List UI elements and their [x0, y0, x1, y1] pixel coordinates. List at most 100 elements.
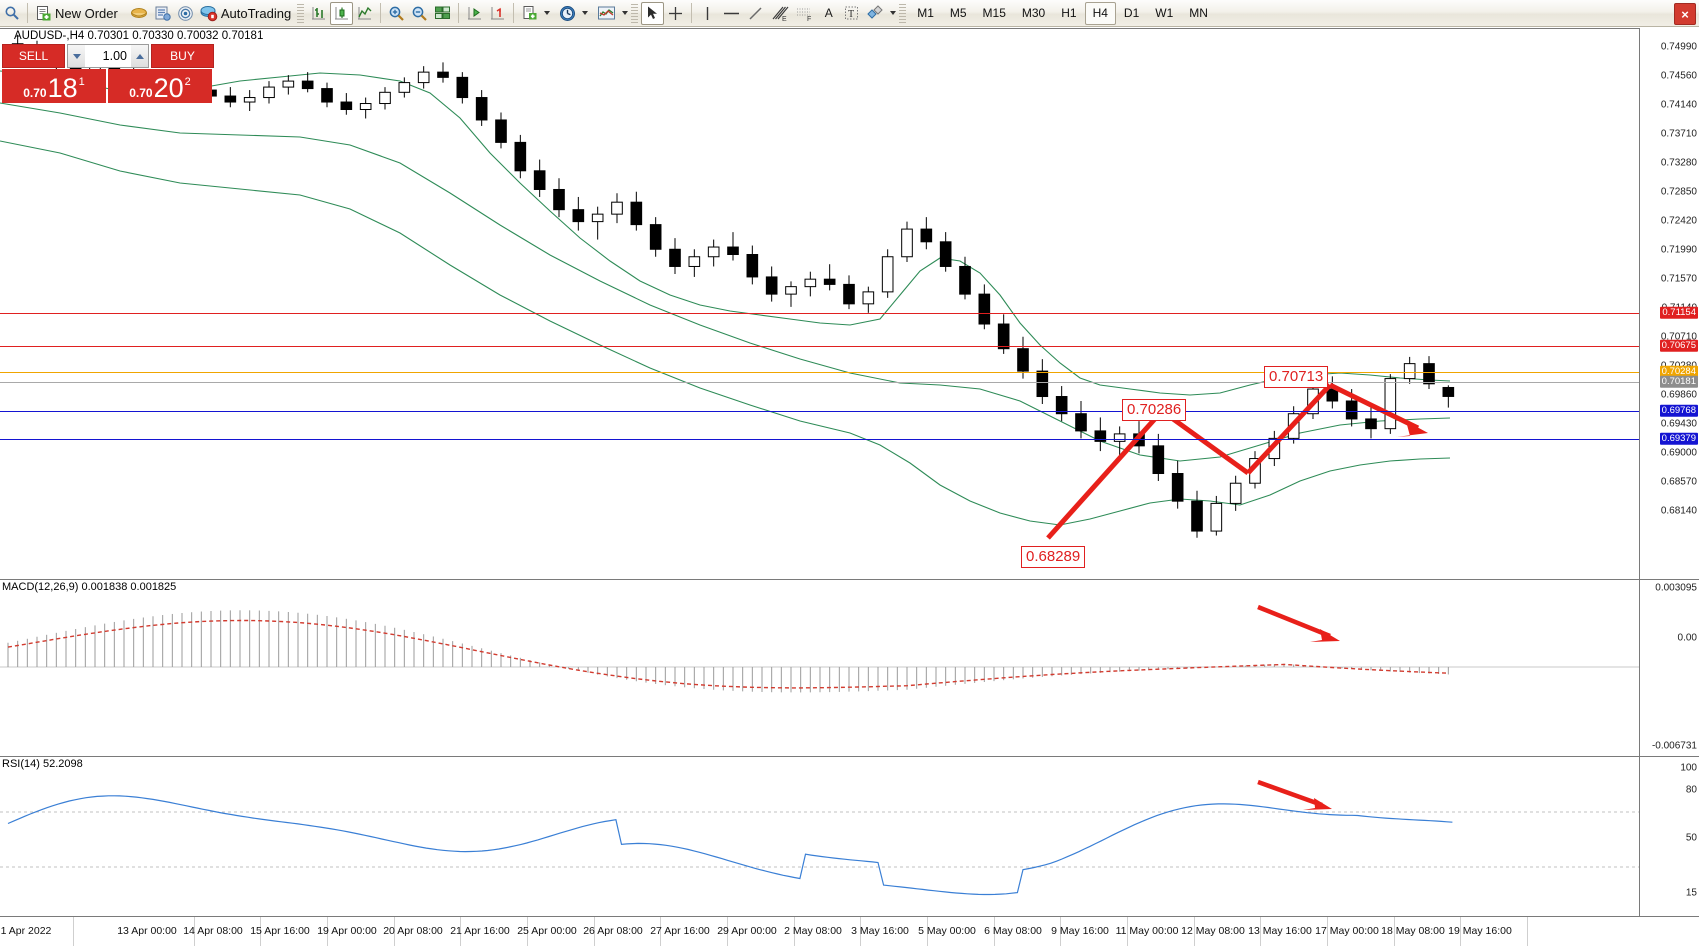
- timeframe-m5[interactable]: M5: [949, 6, 967, 20]
- price-pane: [0, 34, 1455, 540]
- autotrading-button[interactable]: AutoTrading: [197, 2, 294, 25]
- x-tick: 2 May 08:00: [784, 925, 842, 937]
- candle-body: [765, 276, 778, 295]
- timeframe-mn[interactable]: MN: [1189, 6, 1208, 20]
- one-click-trading-panel[interactable]: SELL 1.00 BUY 0.70 18 1 0.70 20 2: [2, 44, 214, 103]
- timeframe-h1[interactable]: H1: [1061, 6, 1077, 20]
- timeframe-h4[interactable]: H4: [1084, 1, 1116, 25]
- buy-price-sup: 2: [184, 76, 191, 88]
- auto-scroll-icon[interactable]: [486, 2, 509, 25]
- rsi-trend-arrow: [1257, 779, 1332, 810]
- sell-price-box[interactable]: 0.70 18 1: [2, 69, 106, 103]
- timeframe-m30[interactable]: M30: [1021, 6, 1046, 20]
- navigator-icon[interactable]: [174, 2, 197, 25]
- chart-shift-icon[interactable]: [463, 2, 486, 25]
- price-annotation-mid[interactable]: 0.70286: [1122, 399, 1187, 422]
- toolbar-grip-3[interactable]: [899, 3, 907, 23]
- text-icon[interactable]: A: [824, 6, 833, 20]
- candle-body: [1365, 418, 1377, 430]
- svg-text:E: E: [782, 16, 787, 22]
- vertical-line-icon[interactable]: [696, 2, 719, 25]
- new-order-label: New Order: [55, 5, 118, 21]
- line-chart-icon[interactable]: [353, 2, 376, 25]
- x-tick: 19 Apr 00:00: [317, 925, 377, 937]
- y-tick: 0.74560: [1660, 70, 1697, 82]
- x-tick-separator: [660, 917, 661, 946]
- price-axis[interactable]: 0.74990 0.74560 0.74140 0.73710 0.73280 …: [1639, 28, 1699, 916]
- price-annotation-high[interactable]: 0.70713: [1264, 366, 1329, 389]
- timeframe-m1[interactable]: M1: [917, 6, 934, 20]
- x-tick-separator: [1460, 917, 1461, 946]
- x-tick-separator: [727, 917, 728, 946]
- search-icon[interactable]: [0, 2, 23, 25]
- price-tag-resistance-1: 0.71154: [1660, 306, 1698, 320]
- timeframe-m15[interactable]: M15: [982, 6, 1006, 20]
- svg-text:F: F: [807, 16, 811, 22]
- toolbar-divider: [27, 3, 28, 23]
- x-tick-separator: [73, 917, 74, 946]
- macd-trend-arrow: [1257, 604, 1340, 642]
- y-tick: 0.71570: [1660, 273, 1697, 285]
- candlestick-chart-icon[interactable]: [330, 1, 354, 25]
- terminal-icon[interactable]: [151, 2, 174, 25]
- volume-increase-button[interactable]: [131, 45, 148, 67]
- close-icon[interactable]: ×: [1674, 3, 1696, 25]
- price-annotation-low[interactable]: 0.68289: [1021, 546, 1086, 569]
- period-dropdown-caret[interactable]: [582, 11, 589, 15]
- zoom-out-icon[interactable]: [408, 2, 431, 25]
- x-tick-separator: [460, 917, 461, 946]
- candle-body: [959, 265, 971, 295]
- trend-arrow-up: [1046, 409, 1164, 540]
- candle-body: [727, 246, 739, 256]
- zoom-in-icon[interactable]: [385, 2, 408, 25]
- trend-arrow-down-1: [1160, 408, 1250, 476]
- fibonacci-icon[interactable]: F: [792, 2, 817, 25]
- text-label-icon[interactable]: T: [840, 2, 863, 25]
- objects-dropdown-caret[interactable]: [890, 11, 897, 15]
- new-order-button[interactable]: New Order: [32, 2, 121, 25]
- crosshair-icon[interactable]: [664, 2, 687, 25]
- time-axis[interactable]: 1 Apr 2022 13 Apr 00:00 14 Apr 08:00 15 Apr…: [0, 916, 1699, 946]
- level-line-resistance-2: [0, 346, 1639, 347]
- trend-arrow-up-2: [1246, 383, 1332, 475]
- rsi-y-tick: 15: [1685, 887, 1697, 899]
- toolbar-grip-2[interactable]: [631, 3, 639, 23]
- candle-body: [514, 141, 527, 172]
- buy-button[interactable]: BUY: [151, 44, 214, 68]
- equidistant-channel-icon[interactable]: E: [767, 2, 792, 25]
- price-tag-pivot: 0.70284: [1659, 365, 1698, 379]
- candle-body: [804, 278, 817, 288]
- buy-price-box[interactable]: 0.70 20 2: [108, 69, 212, 103]
- bar-chart-icon[interactable]: [307, 2, 330, 25]
- indicators-dropdown-caret[interactable]: [622, 11, 629, 15]
- timeframe-w1[interactable]: W1: [1155, 6, 1174, 20]
- sell-button[interactable]: SELL: [2, 44, 65, 68]
- volume-decrease-button[interactable]: [68, 45, 85, 67]
- timeframe-d1[interactable]: D1: [1123, 6, 1140, 20]
- macd-pane-top-border: [0, 579, 1699, 580]
- candle-body: [649, 224, 662, 250]
- volume-value[interactable]: 1.00: [102, 49, 127, 63]
- objects-icon[interactable]: [863, 2, 887, 25]
- candle-body: [1326, 388, 1339, 402]
- horizontal-line-icon[interactable]: [719, 2, 744, 25]
- tile-windows-icon[interactable]: [431, 2, 454, 25]
- sell-price-sup: 1: [78, 76, 85, 88]
- rsi-y-tick: 80: [1685, 784, 1697, 796]
- period-clock-icon[interactable]: [556, 2, 579, 25]
- indicators-icon[interactable]: [594, 2, 619, 25]
- candle-body: [1191, 500, 1203, 532]
- y-tick: 0.73710: [1660, 128, 1697, 140]
- x-tick-separator: [527, 917, 528, 946]
- templates-icon[interactable]: [518, 2, 541, 25]
- toolbar-divider-2: [380, 3, 382, 23]
- x-tick: 9 May 16:00: [1051, 925, 1109, 937]
- cursor-icon[interactable]: [641, 1, 665, 25]
- chart-canvas[interactable]: AUDUSD-,H4 0.70301 0.70330 0.70032 0.701…: [0, 28, 1699, 916]
- volume-stepper[interactable]: 1.00: [67, 44, 149, 68]
- trendline-icon[interactable]: [744, 2, 767, 25]
- toolbar-grip[interactable]: [297, 3, 305, 23]
- macd-pane: [0, 604, 1639, 693]
- data-window-icon[interactable]: [127, 2, 151, 25]
- templates-dropdown-caret[interactable]: [544, 11, 551, 15]
